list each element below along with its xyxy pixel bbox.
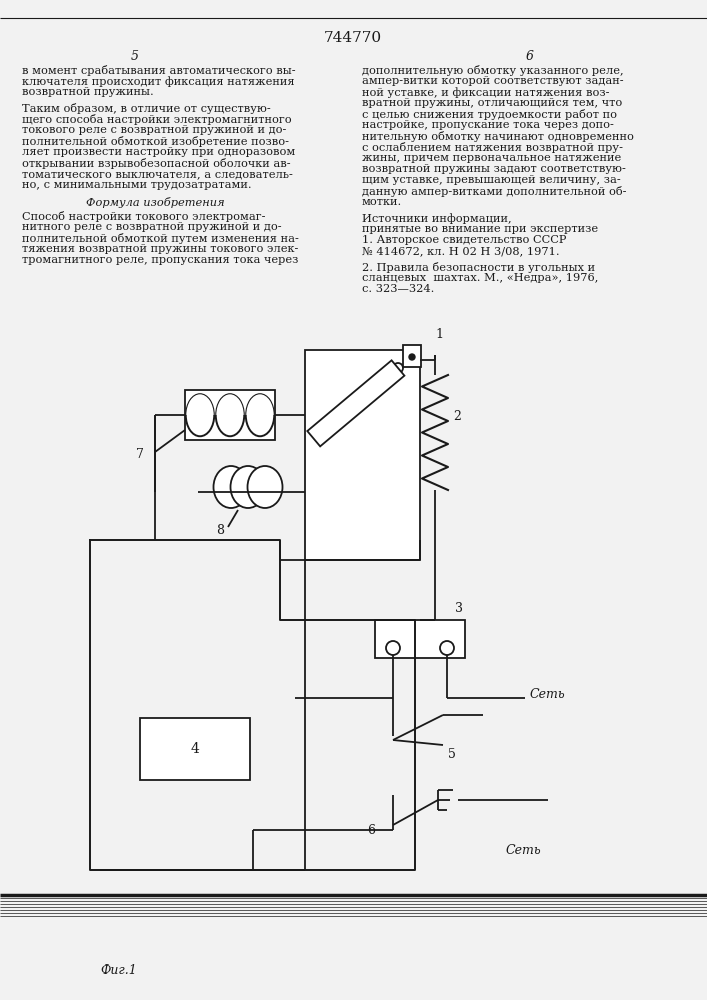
Circle shape: [440, 641, 454, 655]
Text: ключателя происходит фиксация натяжения: ключателя происходит фиксация натяжения: [22, 76, 295, 87]
Circle shape: [409, 354, 415, 360]
Bar: [305, 350, 420, 560]
Text: Фиг.1: Фиг.1: [100, 964, 136, 976]
Text: открывании взрывобезопасной оболочки ав-: открывании взрывобезопасной оболочки ав-: [22, 158, 291, 169]
Text: сланцевых  шахтах. М., «Недра», 1976,: сланцевых шахтах. М., «Недра», 1976,: [362, 273, 598, 283]
Text: 4: 4: [191, 742, 199, 756]
Text: 3: 3: [455, 602, 463, 615]
Text: нительную обмотку начинают одновременно: нительную обмотку начинают одновременно: [362, 131, 634, 142]
Text: с. 323—324.: с. 323—324.: [362, 284, 434, 294]
Text: тяжения возвратной пружины токового элек-: тяжения возвратной пружины токового элек…: [22, 244, 298, 254]
Text: ампер-витки которой соответствуют задан-: ампер-витки которой соответствуют задан-: [362, 76, 624, 86]
Text: данную ампер-витками дополнительной об-: данную ампер-витками дополнительной об-: [362, 186, 626, 197]
Text: ной уставке, и фиксации натяжения воз-: ной уставке, и фиксации натяжения воз-: [362, 87, 609, 98]
Text: щим уставке, превышающей величину, за-: щим уставке, превышающей величину, за-: [362, 175, 621, 185]
Text: 6: 6: [367, 824, 375, 836]
Text: Источники информации,: Источники информации,: [362, 213, 512, 224]
Text: вратной пружины, отличающийся тем, что: вратной пружины, отличающийся тем, что: [362, 98, 622, 108]
Text: тромагнитного реле, пропускания тока через: тромагнитного реле, пропускания тока чер…: [22, 255, 298, 265]
Text: жины, причем первоначальное натяжение: жины, причем первоначальное натяжение: [362, 153, 621, 163]
Text: нитного реле с возвратной пружиной и до-: нитного реле с возвратной пружиной и до-: [22, 222, 281, 232]
Text: но, с минимальными трудозатратами.: но, с минимальными трудозатратами.: [22, 180, 252, 190]
Text: № 414672, кл. Н 02 Н 3/08, 1971.: № 414672, кл. Н 02 Н 3/08, 1971.: [362, 246, 560, 256]
Text: томатического выключателя, а следователь-: томатического выключателя, а следователь…: [22, 169, 293, 179]
Ellipse shape: [247, 466, 283, 508]
Text: 1. Авторское свидетельство СССР: 1. Авторское свидетельство СССР: [362, 235, 566, 245]
Text: 6: 6: [526, 50, 534, 64]
Text: 2: 2: [453, 410, 461, 424]
Text: 744770: 744770: [324, 31, 382, 45]
Text: токового реле с возвратной пружиной и до-: токового реле с возвратной пружиной и до…: [22, 125, 286, 135]
Text: мотки.: мотки.: [362, 197, 402, 207]
Bar: [140, 718, 250, 780]
Bar: [375, 620, 465, 658]
Ellipse shape: [230, 466, 266, 508]
Text: Формула изобретения: Формула изобретения: [86, 197, 224, 208]
Text: в момент срабатывания автоматического вы-: в момент срабатывания автоматического вы…: [22, 65, 296, 76]
Text: с целью снижения трудоемкости работ по: с целью снижения трудоемкости работ по: [362, 109, 617, 120]
Text: с ослаблением натяжения возвратной пру-: с ослаблением натяжения возвратной пру-: [362, 142, 623, 153]
Text: Сеть: Сеть: [506, 844, 541, 856]
Ellipse shape: [214, 466, 248, 508]
Text: 7: 7: [136, 448, 144, 462]
Polygon shape: [308, 360, 404, 446]
Text: 5: 5: [448, 748, 456, 762]
Text: принятые во внимание при экспертизе: принятые во внимание при экспертизе: [362, 224, 598, 234]
Text: возвратной пружины задают соответствую-: возвратной пружины задают соответствую-: [362, 164, 626, 174]
Text: 5: 5: [131, 50, 139, 64]
Text: 2. Правила безопасности в угольных и: 2. Правила безопасности в угольных и: [362, 262, 595, 273]
Text: ляет произвести настройку при одноразовом: ляет произвести настройку при одноразово…: [22, 147, 296, 157]
Text: Таким образом, в отличие от существую-: Таким образом, в отличие от существую-: [22, 103, 271, 114]
Text: Сеть: Сеть: [530, 688, 566, 702]
Text: Способ настройки токового электромаг-: Способ настройки токового электромаг-: [22, 211, 266, 222]
Text: возвратной пружины.: возвратной пружины.: [22, 87, 153, 97]
Text: щего способа настройки электромагнитного: щего способа настройки электромагнитного: [22, 114, 291, 125]
Text: 1: 1: [435, 328, 443, 342]
Text: полнительной обмоткой путем изменения на-: полнительной обмоткой путем изменения на…: [22, 233, 299, 244]
Circle shape: [393, 363, 403, 373]
Bar: [185, 390, 275, 440]
Text: 8: 8: [216, 524, 224, 536]
Text: дополнительную обмотку указанного реле,: дополнительную обмотку указанного реле,: [362, 65, 624, 76]
Text: настройке, пропускание тока через допо-: настройке, пропускание тока через допо-: [362, 120, 614, 130]
Polygon shape: [403, 345, 421, 367]
Circle shape: [386, 641, 400, 655]
Text: полнительной обмоткой изобретение позво-: полнительной обмоткой изобретение позво-: [22, 136, 289, 147]
